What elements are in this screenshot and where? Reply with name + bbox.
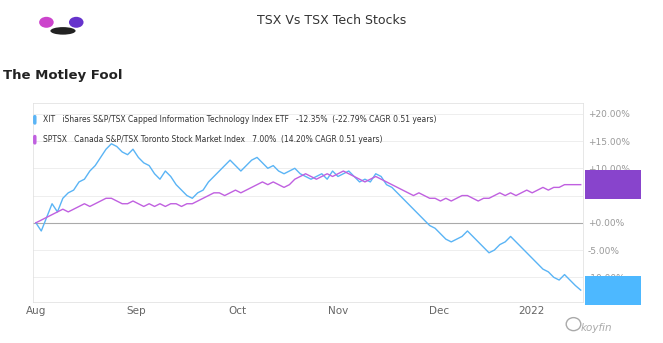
Text: SPTSX   Canada S&P/TSX Toronto Stock Market Index   7.00%  (14.20% CAGR 0.51 yea: SPTSX Canada S&P/TSX Toronto Stock Marke…	[43, 135, 383, 144]
Text: XIT
-12.35%: XIT -12.35%	[595, 281, 631, 300]
Text: koyfin: koyfin	[581, 323, 613, 333]
Text: XIT   iShares S&P/TSX Capped Information Technology Index ETF   -12.35%  (-22.79: XIT iShares S&P/TSX Capped Information T…	[43, 115, 436, 124]
Text: SPTSX
+7.00%: SPTSX +7.00%	[597, 175, 629, 194]
Text: The Motley Fool: The Motley Fool	[3, 69, 123, 82]
Text: TSX Vs TSX Tech Stocks: TSX Vs TSX Tech Stocks	[257, 14, 406, 27]
